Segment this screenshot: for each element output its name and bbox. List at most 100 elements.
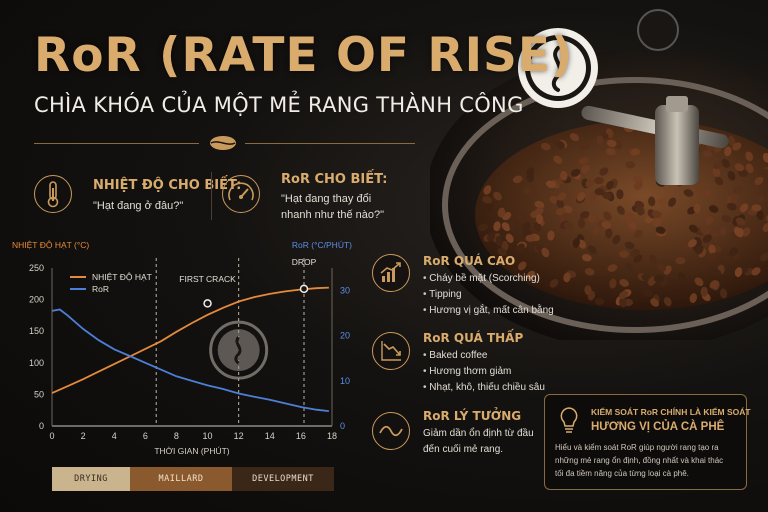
y-tick-right: 10: [340, 376, 350, 386]
coffee-bean: [683, 189, 694, 197]
coffee-bean: [714, 176, 724, 186]
coffee-bean: [555, 207, 566, 216]
coffee-bean: [642, 289, 653, 297]
list-item: Hương vị gắt, mất cân bằng: [423, 303, 553, 319]
coffee-bean: [495, 235, 503, 246]
coffee-bean: [556, 199, 565, 209]
coffee-beans: [478, 124, 768, 308]
x-axis-title: THỜI GIAN (PHÚT): [154, 446, 229, 456]
coffee-bean: [651, 210, 662, 218]
coffee-bean: [585, 178, 595, 188]
coffee-bean: [569, 133, 580, 142]
coffee-bean: [572, 238, 580, 248]
coffee-bean: [636, 205, 645, 216]
coffee-bean: [576, 192, 586, 202]
coffee-bean: [668, 197, 677, 207]
y-tick-left: 100: [29, 358, 44, 368]
page-title: RoR (RATE OF RISE): [34, 28, 574, 83]
coffee-bean: [677, 272, 687, 282]
coffee-bean: [760, 252, 768, 262]
coffee-bean: [560, 170, 568, 181]
chart-logo-ring: [209, 320, 269, 380]
list-item: Baked coffee: [423, 348, 545, 364]
info-ror-title: RoR CHO BIẾT:: [281, 172, 388, 187]
coffee-bean: [533, 221, 542, 232]
coffee-bean: [578, 239, 587, 249]
coffee-bean: [624, 263, 634, 273]
coffee-bean: [711, 268, 722, 277]
coffee-bean: [762, 222, 768, 232]
coffee-bean: [497, 207, 506, 218]
phase-drying: DRYING: [52, 467, 130, 491]
y-tick-right: 20: [340, 331, 350, 341]
coffee-bean: [483, 204, 494, 212]
chart-logo-mark: [234, 336, 242, 365]
coffee-bean: [618, 290, 629, 299]
coffee-bean: [704, 215, 714, 225]
coffee-bean: [557, 192, 567, 201]
coffee-bean: [624, 241, 635, 250]
coffee-bean: [570, 168, 581, 177]
coffee-bean: [719, 225, 727, 236]
coffee-bean: [739, 203, 749, 213]
y-tick-right: 30: [340, 286, 350, 296]
coffee-bean: [541, 247, 550, 258]
coffee-bean: [724, 146, 732, 157]
callout-line-1: Hiểu và kiểm soát RoR giúp người rang tạ…: [555, 443, 719, 452]
coffee-bean: [653, 218, 662, 227]
coffee-bean: [501, 222, 511, 232]
y-tick-left: 250: [29, 263, 44, 273]
coffee-bean: [547, 230, 555, 241]
coffee-bean: [733, 184, 743, 194]
y-tick-left: 0: [39, 421, 44, 431]
coffee-bean: [594, 176, 605, 185]
info-ror-text: "Hạt đang thay đổi nhanh như thế nào?": [281, 191, 384, 223]
coffee-bean: [707, 252, 717, 262]
x-tick: 10: [203, 431, 213, 441]
case-high-list: Cháy bề mặt (Scorching) Tipping Hương vị…: [423, 271, 554, 319]
coffee-bean: [687, 239, 697, 248]
callout-line-3: tối đa tiềm năng của từng loại cà phê.: [555, 469, 689, 478]
list-item: Tipping: [423, 287, 554, 303]
coffee-bean: [657, 198, 668, 206]
falling-chart-icon: [372, 332, 410, 370]
divider-left: [34, 143, 199, 144]
coffee-bean: [702, 234, 712, 243]
coffee-bean: [483, 185, 492, 195]
coffee-bean: [497, 248, 507, 256]
coffee-bean: [700, 226, 710, 235]
coffee-bean: [606, 139, 617, 148]
coffee-bean: [754, 176, 764, 186]
coffee-bean: [702, 150, 713, 158]
coffee-bean: [605, 228, 613, 239]
annotation-marker: [299, 284, 309, 294]
coffee-bean: [505, 233, 514, 244]
coffee-bean: [709, 280, 719, 289]
info-separator: [211, 172, 212, 220]
coffee-bean: [509, 220, 517, 231]
coffee-bean: [619, 279, 629, 287]
coffee-bean: [754, 195, 765, 203]
coffee-bean: [594, 297, 605, 306]
coffee-bean: [733, 227, 742, 237]
roaster-photo: [430, 9, 768, 340]
coffee-bean: [663, 296, 672, 307]
case-low-list: Baked coffee Hương thơm giảm Nhạt, khô, …: [423, 348, 545, 396]
coffee-bean: [596, 135, 604, 146]
coffee-bean: [745, 151, 754, 162]
coffee-bean: [719, 288, 728, 299]
coffee-bean: [695, 245, 704, 255]
x-tick: 8: [174, 431, 179, 441]
coffee-bean: [522, 222, 531, 232]
coffee-bean: [602, 191, 612, 200]
coffee-bean: [603, 211, 612, 221]
x-tick: 6: [143, 431, 148, 441]
coffee-bean: [581, 164, 590, 174]
coffee-bean: [478, 223, 489, 232]
case-ideal-text: Giảm dần ổn định từ đầu đến cuối mẻ rang…: [423, 426, 534, 458]
x-tick: 14: [265, 431, 275, 441]
coffee-bean: [612, 234, 621, 245]
coffee-bean: [564, 221, 573, 231]
coffee-bean: [729, 247, 738, 256]
